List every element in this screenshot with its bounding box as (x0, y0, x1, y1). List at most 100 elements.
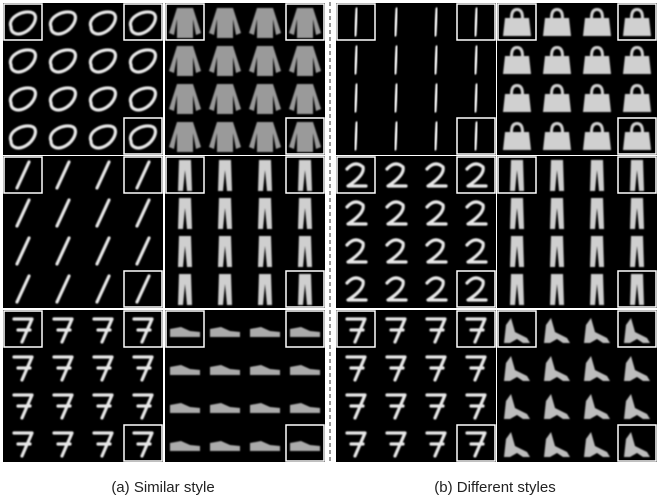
sample-shape (92, 355, 114, 382)
sample-shape (385, 317, 407, 344)
sample-shape (393, 7, 399, 37)
generated-sample (465, 393, 487, 420)
sample-shape (425, 393, 447, 420)
reference-box (3, 310, 43, 348)
sample-shape (630, 236, 644, 267)
sample-shape (218, 274, 232, 305)
sample-shape (15, 198, 31, 228)
sample-shape (209, 122, 241, 152)
sample-shape (543, 46, 571, 74)
sample-shape (465, 238, 488, 264)
sample-shape (178, 236, 192, 267)
sample-shape (218, 160, 232, 191)
sample-shape (52, 317, 74, 344)
sample-shape (544, 318, 570, 343)
reference-box (456, 3, 496, 41)
generated-sample (92, 393, 114, 420)
generated-sample (15, 160, 31, 190)
sample-shape (510, 236, 524, 267)
generated-sample (584, 432, 610, 457)
sample-shape (465, 393, 487, 420)
generated-sample (393, 45, 399, 75)
sample-shape (510, 198, 524, 229)
sample-shape (55, 198, 71, 228)
generated-sample (209, 84, 241, 114)
generated-sample (55, 236, 71, 266)
sample-shape (465, 276, 488, 302)
sample-shape (590, 236, 604, 267)
sample-shape (584, 394, 610, 419)
generated-sample (623, 84, 651, 112)
sample-shape (249, 46, 281, 76)
generated-sample (290, 403, 320, 413)
sample-shape (128, 124, 158, 150)
sample-shape (92, 431, 114, 458)
generated-sample (584, 394, 610, 419)
generated-sample (249, 122, 281, 152)
sample-shape (15, 236, 31, 266)
reference-box (336, 310, 376, 348)
image-panel (165, 310, 325, 462)
sample-shape (345, 355, 367, 382)
generated-sample (15, 198, 31, 228)
generated-sample (630, 274, 644, 305)
sample-shape (298, 236, 312, 267)
generated-sample (590, 274, 604, 305)
sample-shape (218, 198, 232, 229)
generated-sample (250, 403, 280, 413)
generated-sample (210, 365, 240, 375)
generated-sample (48, 124, 78, 150)
generated-sample (170, 365, 200, 375)
sample-shape (128, 86, 158, 112)
generated-sample (178, 236, 192, 267)
sample-shape (623, 8, 651, 36)
generated-sample (583, 122, 611, 150)
generated-sample (95, 160, 111, 190)
sample-shape (425, 238, 448, 264)
sample-shape (393, 121, 399, 151)
image-panel (497, 3, 657, 155)
generated-sample (425, 431, 447, 458)
image-panel (497, 156, 657, 308)
generated-sample (385, 276, 408, 302)
sample-shape (624, 356, 650, 381)
generated-sample (345, 200, 368, 226)
sample-shape (550, 236, 564, 267)
reference-box (497, 156, 537, 194)
generated-sample (465, 162, 488, 188)
sample-shape (48, 124, 78, 150)
generated-sample (624, 432, 650, 457)
generated-sample (290, 327, 320, 337)
sample-shape (543, 8, 571, 36)
generated-sample (52, 393, 74, 420)
generated-sample (510, 274, 524, 305)
sample-shape (95, 274, 111, 304)
generated-sample (353, 45, 359, 75)
generated-sample (425, 238, 448, 264)
sample-shape (425, 355, 447, 382)
generated-sample (12, 393, 34, 420)
generated-sample (543, 8, 571, 36)
sample-shape (12, 393, 34, 420)
generated-sample (92, 317, 114, 344)
sample-shape (543, 122, 571, 150)
generated-sample (473, 45, 479, 75)
sample-shape (473, 7, 479, 37)
image-panel (165, 156, 325, 308)
generated-sample (630, 236, 644, 267)
generated-sample (385, 200, 408, 226)
generated-sample (218, 236, 232, 267)
generated-sample (504, 394, 530, 419)
generated-sample (393, 83, 399, 113)
sample-shape (465, 431, 487, 458)
generated-sample (209, 8, 241, 38)
generated-sample (170, 441, 200, 451)
generated-sample (623, 122, 651, 150)
reference-box (3, 156, 43, 194)
sample-shape (473, 83, 479, 113)
generated-sample (503, 46, 531, 74)
image-panel (3, 310, 163, 462)
generated-sample (135, 236, 151, 266)
caption: (a) Similar style (111, 479, 214, 496)
sample-shape (88, 10, 118, 36)
